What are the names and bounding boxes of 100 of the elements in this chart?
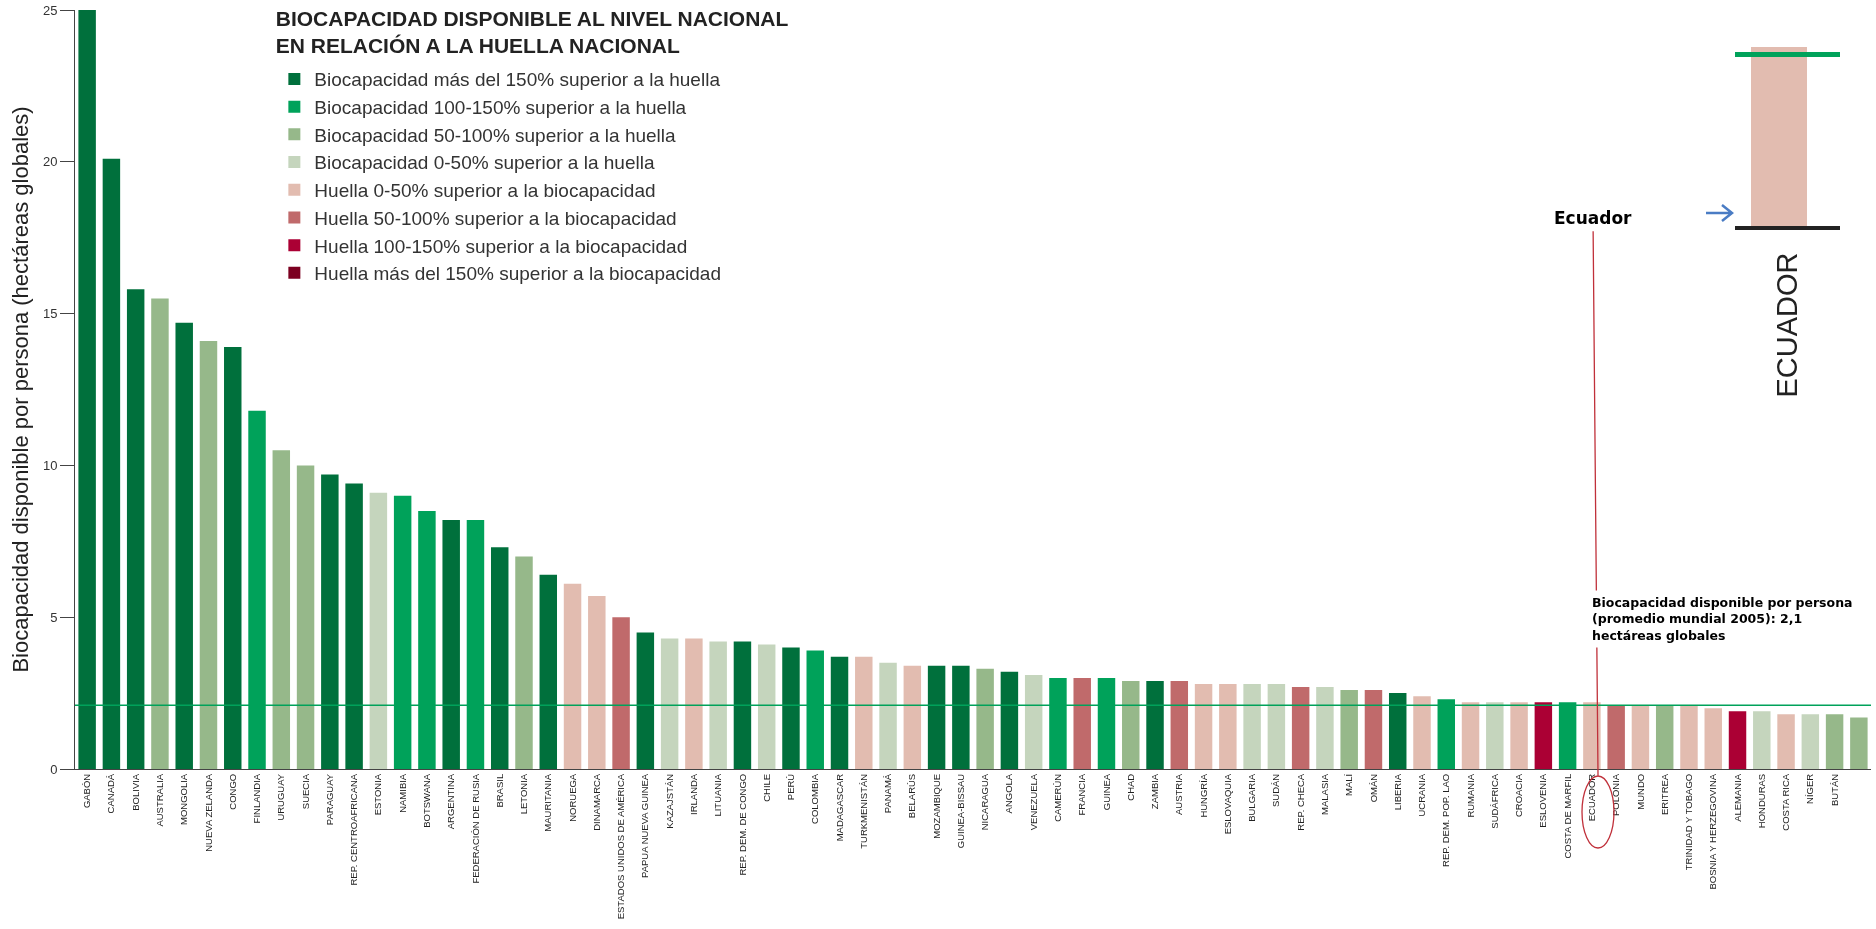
x-tick-label: AUSTRALIA <box>154 773 166 827</box>
x-tick-label: HONDURAS <box>1755 773 1767 829</box>
x-tick-label: COSTA RICA <box>1780 773 1792 831</box>
bar <box>1073 677 1091 769</box>
bar <box>976 668 994 769</box>
x-tick-label: ESLOVENIA <box>1537 773 1549 828</box>
bar <box>1461 702 1480 769</box>
x-tick-label: SUDÁFRICA <box>1488 773 1500 829</box>
bar <box>588 595 606 769</box>
x-tick-label: FEDERACIÓN DE RUSIA <box>469 773 481 884</box>
annotation: ECUADOR <box>1770 252 1803 398</box>
bar <box>1753 711 1771 769</box>
x-tick-label: VENEZUELA <box>1027 773 1039 831</box>
bar <box>1680 705 1698 769</box>
legend-label: Huella 100-150% superior a la biocapacidad <box>314 235 688 257</box>
bar <box>151 298 169 769</box>
bar <box>709 641 727 769</box>
bar <box>1194 683 1213 769</box>
bar <box>1340 690 1358 769</box>
text: BIOCAPACIDAD DISPONIBLE AL NIVEL NACIONAL EN RELACIÓN A LA HUELLA NACIONAL <box>275 7 789 58</box>
x-tick-label: IRLANDA <box>687 773 699 815</box>
bar <box>1388 693 1407 769</box>
y-tick-label: 25 <box>42 2 58 18</box>
x-tick-label: URUGUAY <box>275 773 287 821</box>
x-tick-label: ARGENTINA <box>445 773 457 830</box>
x-tick-label: GUINEA <box>1100 773 1112 811</box>
x-tick-label: TRINIDAD Y TOBAGO <box>1683 773 1695 871</box>
x-tick-label: CHILE <box>760 773 772 802</box>
x-tick-label: FRANCIA <box>1076 773 1088 816</box>
bar <box>1291 687 1310 769</box>
x-tick-label: ZAMBIA <box>1149 773 1161 810</box>
y-tick-label: 10 <box>42 457 58 473</box>
x-tick-label: LIBERIA <box>1391 773 1403 811</box>
bar <box>830 656 849 769</box>
bar <box>1631 705 1650 769</box>
x-tick-label: HUNGRÍA <box>1197 773 1209 818</box>
x-tick-label: BOTSWANA <box>421 773 433 828</box>
legend-label: Biocapacidad más del 150% superior a la huella <box>314 69 721 91</box>
x-tick-label: CROACIA <box>1513 773 1525 818</box>
bar <box>1000 671 1019 769</box>
bar <box>1655 705 1674 769</box>
x-tick-label: BELARÚS <box>906 773 918 819</box>
x-tick-label: ESLOVAQUIA <box>1221 773 1233 835</box>
x-tick-label: PANAMÁ <box>882 773 894 814</box>
x-tick-label: ERITREA <box>1658 773 1670 815</box>
y-tick-label: 0 <box>50 761 58 777</box>
x-tick-label: REP. DEM. POP. LAO <box>1440 773 1452 867</box>
bar <box>102 158 121 769</box>
bar <box>126 289 145 769</box>
x-tick-label: PAPUA NUEVA GUINEA <box>639 773 651 878</box>
x-tick-label: NUEVA ZELANDA <box>202 773 214 852</box>
bar <box>175 322 193 769</box>
legend-label: Huella más del 150% superior a la biocapacidad <box>314 263 721 285</box>
bar <box>660 638 679 769</box>
y-tick-label: 20 <box>42 154 58 170</box>
x-tick-label: AUSTRIA <box>1173 773 1185 815</box>
x-tick-label: ECUADOR <box>1585 773 1597 822</box>
legend-label: Huella 0-50% superior a la biocapacidad <box>314 180 656 202</box>
x-tick-label: ANGOLA <box>1003 773 1015 814</box>
x-tick-label: MALASIA <box>1319 773 1331 815</box>
x-tick-label: ESTONIA <box>372 773 384 816</box>
legend-label: Huella 50-100% superior a la biocapacidad <box>314 207 677 229</box>
bar <box>1219 683 1237 769</box>
x-tick-label: REP. CENTROAFRICANA <box>348 773 360 886</box>
bar <box>539 574 558 769</box>
bar <box>1267 683 1286 769</box>
x-tick-label: MOZAMBIQUE <box>930 773 942 839</box>
x-tick-label: DINAMARCA <box>590 773 602 831</box>
bar <box>78 10 96 769</box>
x-tick-label: CONGO <box>226 773 238 810</box>
x-tick-label: SUECIA <box>299 773 311 810</box>
bar <box>879 662 897 769</box>
x-tick-label: FINLANDIA <box>251 773 263 824</box>
bar <box>1024 674 1043 769</box>
bar <box>1170 680 1189 769</box>
bar <box>515 556 533 769</box>
x-tick-label: MAURITANIA <box>542 773 554 832</box>
bar <box>1534 702 1553 769</box>
bar <box>490 547 509 769</box>
bar <box>369 492 388 769</box>
y-tick-label: 5 <box>50 609 58 625</box>
x-tick-label: LETONIA <box>518 773 530 815</box>
x-tick-label: NORUEGA <box>566 773 578 822</box>
y-tick-label: 15 <box>42 306 58 322</box>
bar <box>345 483 363 769</box>
bar <box>636 632 655 769</box>
bar <box>685 638 703 769</box>
x-tick-label: REP. CHECA <box>1294 773 1306 831</box>
x-tick-label: NAMIBIA <box>396 773 408 813</box>
annotation: Ecuador <box>1554 208 1633 228</box>
bar <box>199 340 218 769</box>
bar <box>1364 690 1383 769</box>
x-tick-label: MALÍ <box>1343 773 1355 796</box>
x-tick-label: RUMANIA <box>1464 773 1476 818</box>
x-tick-label: MUNDO <box>1634 773 1646 810</box>
x-tick-label: UCRANIA <box>1416 773 1428 817</box>
bar <box>1146 680 1164 769</box>
bar <box>321 474 339 769</box>
x-tick-label: COSTA DE MARFIL <box>1561 773 1573 859</box>
bar <box>1801 714 1820 769</box>
